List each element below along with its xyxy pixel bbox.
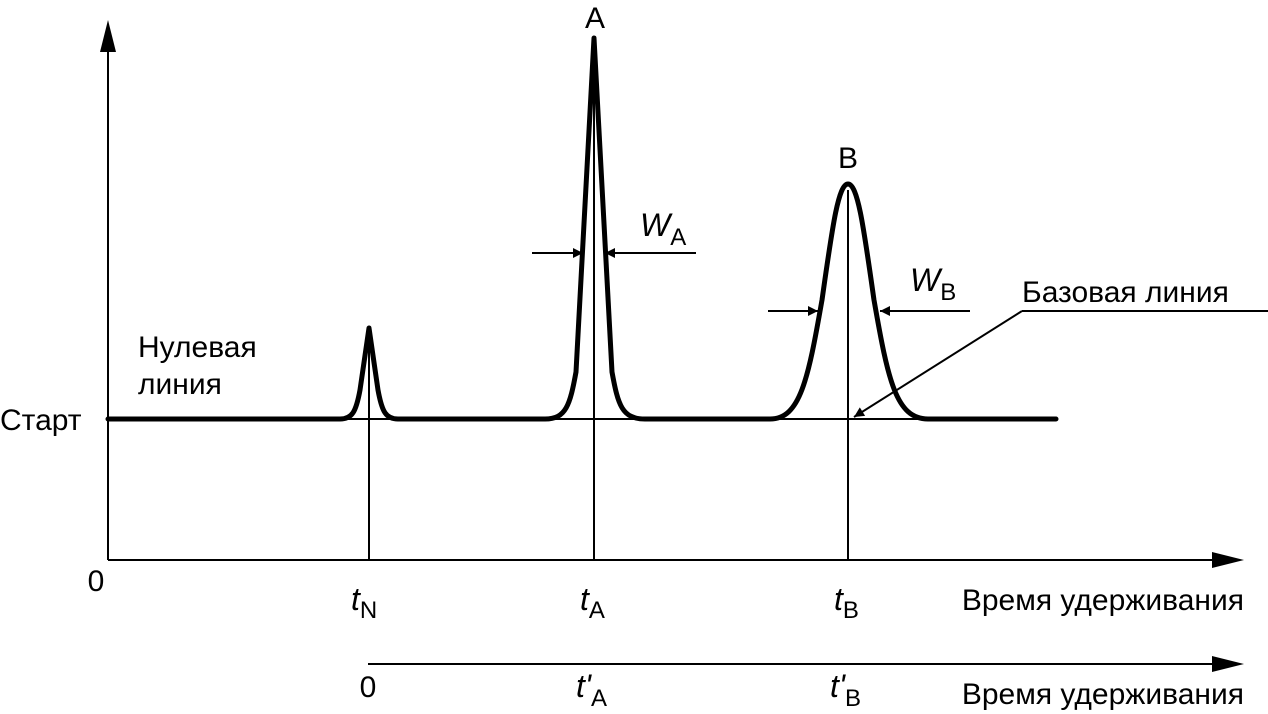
- adjusted-axis-label: Время удерживания: [962, 678, 1244, 711]
- wa-symbol: W: [640, 207, 673, 243]
- tb-label: tB: [834, 581, 859, 624]
- ta-adjusted-label: t'A: [576, 668, 607, 712]
- tb-adjusted-subscript: B: [845, 685, 861, 712]
- peak-a-label: A: [585, 2, 605, 35]
- origin-main-label: 0: [88, 565, 105, 598]
- tb-symbol: t: [834, 581, 844, 617]
- tn-symbol: t: [351, 581, 361, 617]
- peak-b-label: B: [838, 142, 858, 175]
- tn-label: tN: [351, 581, 377, 624]
- ta-subscript: A: [589, 597, 605, 624]
- ta-label: tA: [580, 581, 605, 624]
- origin-adjusted-label: 0: [360, 671, 377, 704]
- wa-label: WA: [640, 207, 686, 251]
- null-line-label-line1: Нулевая: [138, 331, 257, 364]
- wb-label: WB: [910, 262, 956, 306]
- baseline-leader-arrow: [853, 310, 1023, 418]
- y-axis-arrow: [100, 20, 116, 52]
- wb-symbol: W: [910, 262, 943, 298]
- chromatogram-signal: [105, 35, 1059, 422]
- x-axis-arrow: [1212, 552, 1244, 568]
- baseline-label: Базовая линия: [1022, 276, 1229, 309]
- ta-symbol: t: [580, 581, 590, 617]
- tb-adjusted-label: t'B: [830, 668, 861, 712]
- start-label: Старт: [0, 404, 82, 437]
- wb-subscript: B: [940, 279, 956, 306]
- tb-subscript: B: [843, 597, 859, 624]
- ta-adjusted-symbol: t': [576, 668, 593, 704]
- tb-adjusted-symbol: t': [830, 668, 847, 704]
- ta-adjusted-subscript: A: [591, 685, 607, 712]
- main-axis-label: Время удерживания: [962, 584, 1244, 617]
- adjusted-time-axis-arrow: [1212, 656, 1244, 672]
- wa-subscript: A: [670, 224, 686, 251]
- tn-subscript: N: [360, 597, 377, 624]
- null-line-label-line2: линия: [138, 368, 222, 401]
